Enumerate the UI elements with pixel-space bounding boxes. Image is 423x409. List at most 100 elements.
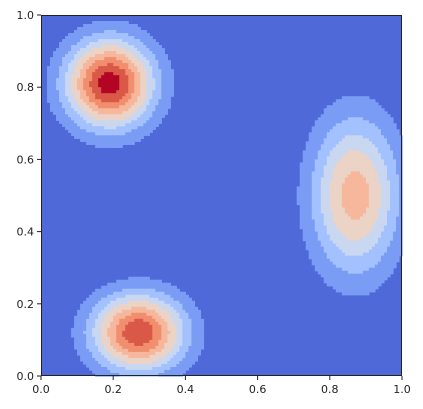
contour-cell [113, 288, 117, 293]
contour-cell [113, 111, 117, 115]
contour-cell [113, 306, 117, 311]
contour-cell [131, 339, 135, 344]
contour-cell [338, 156, 343, 160]
contour-cell [308, 225, 313, 230]
contour-cell [107, 45, 111, 49]
contour-cell [194, 321, 199, 326]
contour-cell [125, 54, 129, 58]
contour-cell [161, 78, 165, 82]
contour-cell [359, 120, 364, 124]
contour-cell [161, 354, 165, 359]
contour-cell [104, 300, 108, 305]
contour-cell [317, 183, 322, 188]
contour-cell [374, 273, 379, 278]
contour-cell [326, 201, 331, 206]
contour-cell [149, 345, 153, 350]
contour-cell [131, 66, 135, 70]
contour-cell [98, 318, 102, 323]
contour-cell [146, 36, 150, 40]
contour-cell [116, 39, 120, 43]
contour-cell [107, 303, 111, 308]
contour-cell [137, 363, 141, 368]
contour-cell [104, 111, 108, 115]
contour-cell [119, 315, 123, 320]
contour-cell [305, 222, 310, 227]
contour-cell [380, 273, 385, 278]
contour-cell [143, 60, 147, 64]
contour-cell [125, 111, 129, 115]
contour-cell [80, 108, 84, 112]
contour-cell [137, 114, 141, 118]
contour-cell [164, 102, 168, 106]
contour-cell [155, 318, 159, 323]
contour-cell [143, 111, 147, 115]
contour-cell [341, 198, 346, 203]
contour-cell [89, 84, 93, 88]
contour-cell [323, 135, 328, 139]
contour-cell [380, 141, 385, 145]
contour-cell [347, 282, 352, 287]
contour-cell [77, 96, 81, 100]
contour-cell [353, 183, 358, 188]
contour-cell [188, 342, 193, 347]
contour-cell [362, 159, 367, 164]
contour-cell [353, 246, 358, 251]
contour-cell [62, 105, 66, 109]
contour-cell [116, 342, 120, 347]
contour-cell [98, 84, 102, 88]
contour-cell [335, 213, 340, 218]
contour-cell [332, 195, 337, 200]
contour-cell [68, 36, 72, 40]
contour-cell [359, 231, 364, 236]
contour-cell [326, 273, 331, 278]
contour-cell [149, 60, 153, 64]
contour-cell [143, 114, 147, 118]
contour-cell [92, 27, 96, 31]
contour-cell [338, 141, 343, 145]
contour-cell [176, 354, 180, 359]
contour-cell [92, 33, 96, 37]
contour-cell [86, 102, 90, 106]
contour-cell [353, 291, 358, 296]
contour-cell [140, 117, 144, 121]
contour-cell [86, 129, 90, 133]
contour-cell [341, 291, 346, 296]
contour-cell [80, 81, 84, 85]
y-tick-label: 0.0 [17, 370, 35, 383]
contour-cell [341, 183, 346, 188]
contour-cell [326, 282, 331, 287]
contour-cell [113, 336, 117, 341]
contour-cell [323, 129, 328, 133]
contour-cell [161, 81, 165, 85]
contour-cell [56, 48, 60, 52]
contour-cell [125, 21, 129, 25]
contour-cell [374, 198, 379, 203]
contour-cell [395, 156, 400, 160]
contour-cell [152, 357, 156, 362]
contour-cell [110, 357, 114, 362]
contour-cell [341, 249, 346, 254]
contour-cell [143, 303, 147, 308]
contour-cell [398, 153, 403, 157]
contour-cell [146, 303, 150, 308]
contour-cell [170, 300, 174, 305]
contour-cell [335, 147, 340, 151]
contour-cell [383, 204, 388, 209]
contour-cell [161, 345, 165, 350]
contour-cell [74, 69, 78, 73]
contour-cell [386, 129, 391, 133]
contour-cell [308, 219, 313, 224]
contour-cell [143, 357, 147, 362]
contour-cell [137, 129, 141, 133]
contour-cell [302, 165, 307, 170]
contour-cell [329, 264, 334, 269]
contour-cell [122, 321, 126, 326]
contour-cell [323, 216, 328, 221]
contour-cell [125, 285, 129, 290]
contour-cell [113, 120, 117, 124]
contour-cell [47, 72, 51, 76]
contour-cell [350, 192, 355, 197]
contour-cell [191, 339, 196, 344]
contour-cell [92, 126, 96, 130]
contour-cell [86, 51, 90, 55]
